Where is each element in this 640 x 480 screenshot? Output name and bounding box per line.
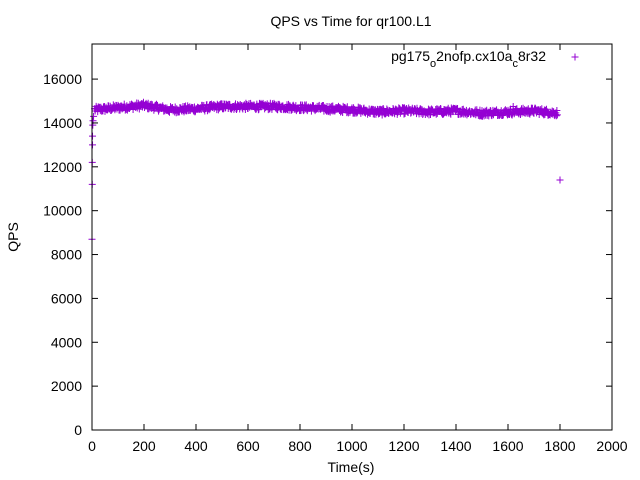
legend-label-part: 8r32 — [518, 48, 546, 64]
data-point — [400, 110, 408, 118]
legend-label-subscript: o — [430, 58, 436, 70]
x-axis-label: Time(s) — [328, 459, 375, 475]
data-point — [553, 111, 561, 119]
data-point — [205, 106, 213, 114]
x-tick-label: 800 — [288, 438, 312, 454]
y-tick-label: 2000 — [51, 378, 82, 394]
data-point — [90, 112, 98, 120]
x-tick-label: 400 — [184, 438, 208, 454]
y-tick-label: 0 — [74, 422, 82, 438]
data-point — [436, 104, 444, 112]
y-tick-label: 8000 — [51, 247, 82, 263]
y-tick-label: 14000 — [43, 115, 82, 131]
data-point — [379, 104, 387, 112]
data-point — [343, 103, 351, 111]
x-tick-label: 2000 — [596, 438, 627, 454]
x-tick-label: 1400 — [440, 438, 471, 454]
data-point-outlier — [556, 176, 564, 184]
y-tick-label: 6000 — [51, 290, 82, 306]
x-tick-label: 200 — [132, 438, 156, 454]
legend-label: pg175o2nofp.cx10ac8r32 — [391, 48, 546, 70]
legend-label-part: pg175 — [391, 48, 430, 64]
data-point — [552, 112, 560, 120]
data-point — [553, 107, 561, 115]
x-tick-label: 1000 — [336, 438, 367, 454]
data-point — [89, 141, 97, 149]
legend-marker — [571, 53, 579, 61]
y-tick-label: 12000 — [43, 159, 82, 175]
y-tick-label: 4000 — [51, 334, 82, 350]
data-point — [254, 106, 262, 114]
x-tick-label: 600 — [236, 438, 260, 454]
y-tick-label: 16000 — [43, 71, 82, 87]
legend-label-part: 2nofp.cx10a — [436, 48, 512, 64]
x-tick-label: 1800 — [544, 438, 575, 454]
legend-label-subscript: c — [512, 58, 518, 70]
data-point — [214, 106, 222, 114]
plot-frame — [91, 43, 613, 431]
x-tick-label: 1200 — [388, 438, 419, 454]
plot-area — [88, 53, 579, 243]
x-tick-label: 0 — [88, 438, 96, 454]
data-point — [89, 132, 97, 140]
chart-title: QPS vs Time for qr100.L1 — [270, 13, 431, 29]
x-tick-label: 1600 — [492, 438, 523, 454]
data-point-outlier — [509, 103, 517, 111]
legend: pg175o2nofp.cx10ac8r32 — [391, 48, 546, 70]
axes: 0 200 400 600 800 1000 1200 1400 1600 1800 2000 0 20… — [43, 43, 628, 454]
y-axis-label: QPS — [5, 222, 21, 252]
y-tick-label: 10000 — [43, 203, 82, 219]
